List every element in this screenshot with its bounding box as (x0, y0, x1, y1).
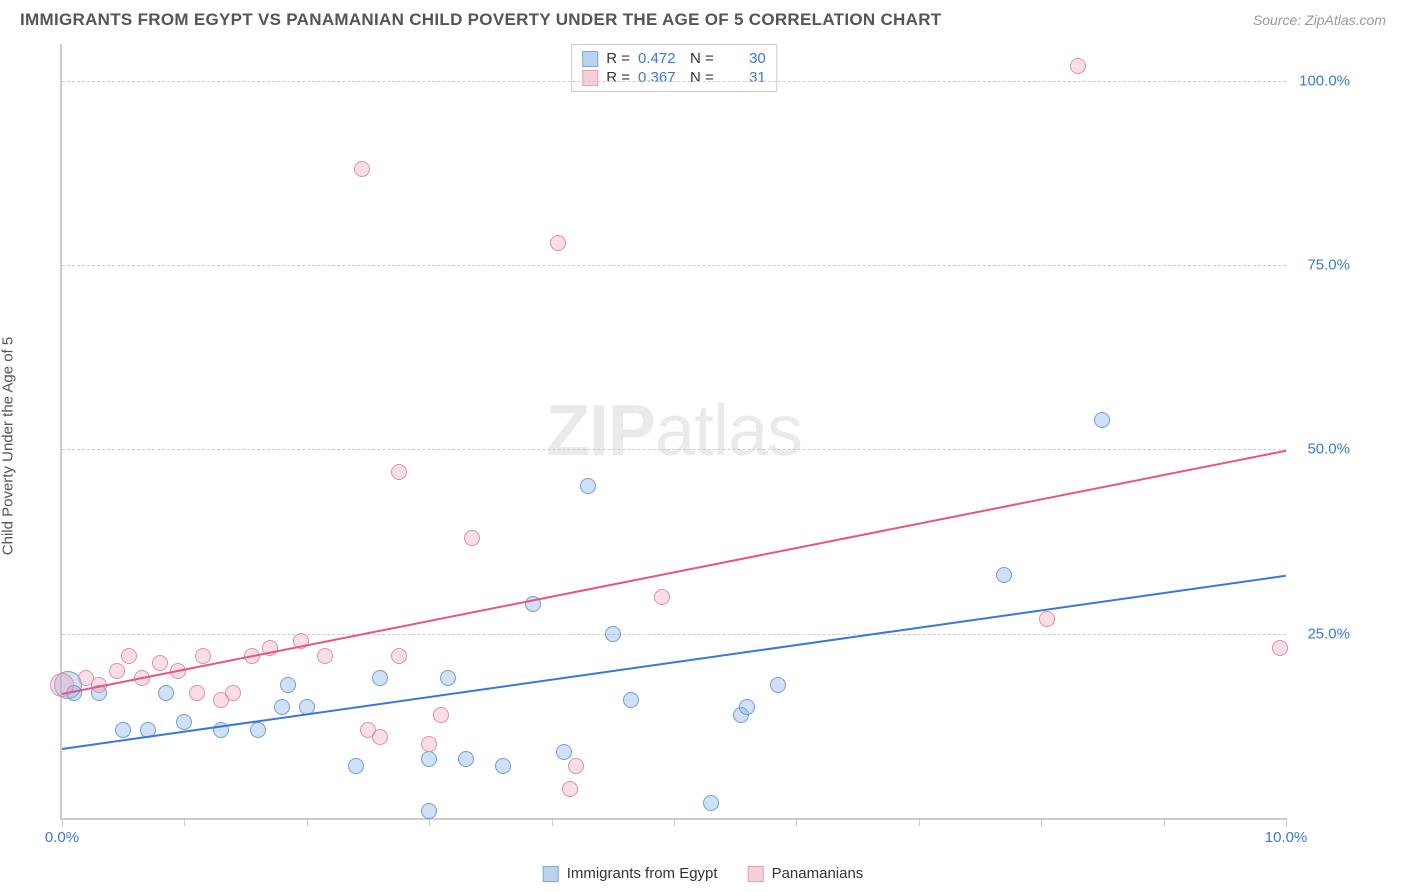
gridline (62, 634, 1286, 635)
panamanians-marker (354, 161, 370, 177)
n-label: N = (690, 69, 714, 86)
n-label: N = (690, 50, 714, 67)
x-tick (919, 818, 920, 826)
egypt-marker (623, 692, 639, 708)
n-value: 31 (722, 69, 766, 86)
egypt-marker (421, 751, 437, 767)
panamanians-marker (121, 648, 137, 664)
source-attribution: Source: ZipAtlas.com (1253, 12, 1386, 28)
panamanians-marker (317, 648, 333, 664)
x-tick-label: 10.0% (1265, 829, 1308, 846)
egypt-marker (440, 670, 456, 686)
egypt-marker (1094, 412, 1110, 428)
panamanians-marker (391, 464, 407, 480)
egypt-marker (372, 670, 388, 686)
egypt-marker (703, 795, 719, 811)
x-tick (796, 818, 797, 826)
legend-label: Immigrants from Egypt (567, 865, 718, 882)
panamanians-marker (550, 235, 566, 251)
egypt-trend-line (62, 575, 1286, 750)
legend-swatch-icon (543, 866, 559, 882)
y-axis-label: Child Poverty Under the Age of 5 (0, 337, 17, 555)
gridline (62, 449, 1286, 450)
panamanians-marker (562, 781, 578, 797)
chart-title: IMMIGRANTS FROM EGYPT VS PANAMANIAN CHIL… (20, 10, 941, 30)
legend-item-panamanians: Panamanians (748, 865, 864, 882)
panamanians-marker (189, 685, 205, 701)
panamanians-marker (654, 589, 670, 605)
egypt-marker (176, 714, 192, 730)
y-tick-label: 50.0% (1307, 441, 1350, 458)
legend-swatch-icon (748, 866, 764, 882)
x-tick (1041, 818, 1042, 826)
panamanians-marker (109, 663, 125, 679)
panamanians-marker (152, 655, 168, 671)
n-value: 30 (722, 50, 766, 67)
legend-item-egypt: Immigrants from Egypt (543, 865, 718, 882)
plot-area: ZIPatlas R =0.472N =30R =0.367N =31 0.0%… (60, 44, 1286, 820)
panamanians-marker (372, 729, 388, 745)
panamanians-marker (568, 758, 584, 774)
r-value: 0.472 (638, 50, 682, 67)
egypt-marker (605, 626, 621, 642)
r-label: R = (606, 69, 630, 86)
x-tick-label: 0.0% (45, 829, 79, 846)
panamanians-marker (1272, 640, 1288, 656)
panamanians-marker (1070, 58, 1086, 74)
legend-swatch-icon (582, 51, 598, 67)
panamanians-marker (195, 648, 211, 664)
y-tick-label: 100.0% (1299, 72, 1350, 89)
panamanians-marker (433, 707, 449, 723)
egypt-marker (274, 699, 290, 715)
egypt-marker (556, 744, 572, 760)
y-tick-label: 75.0% (1307, 257, 1350, 274)
x-tick (1286, 818, 1287, 826)
egypt-marker (770, 677, 786, 693)
x-tick (552, 818, 553, 826)
series-legend: Immigrants from Egypt Panamanians (543, 865, 864, 882)
stats-row-panamanians: R = 0.367 N = 31 (582, 68, 766, 87)
egypt-marker (996, 567, 1012, 583)
egypt-marker (739, 699, 755, 715)
y-tick-label: 25.0% (1307, 625, 1350, 642)
legend-label: Panamanians (772, 865, 864, 882)
x-tick (307, 818, 308, 826)
panamanians-marker (1039, 611, 1055, 627)
x-tick (62, 818, 63, 826)
gridline (62, 81, 1286, 82)
panamanians-marker (391, 648, 407, 664)
egypt-marker (115, 722, 131, 738)
panamanians-marker (464, 530, 480, 546)
egypt-marker (580, 478, 596, 494)
stats-row-egypt: R = 0.472 N = 30 (582, 49, 766, 68)
r-label: R = (606, 50, 630, 67)
panamanians-marker (225, 685, 241, 701)
egypt-marker (250, 722, 266, 738)
x-tick (674, 818, 675, 826)
gridline (62, 265, 1286, 266)
x-tick (429, 818, 430, 826)
egypt-marker (348, 758, 364, 774)
egypt-marker (158, 685, 174, 701)
legend-swatch-icon (582, 70, 598, 86)
panamanians-marker (421, 736, 437, 752)
egypt-marker (421, 803, 437, 819)
egypt-marker (280, 677, 296, 693)
egypt-marker (458, 751, 474, 767)
x-tick (184, 818, 185, 826)
egypt-marker (495, 758, 511, 774)
panamanians-trend-line (62, 449, 1286, 694)
x-tick (1164, 818, 1165, 826)
correlation-stats-legend: R = 0.472 N = 30 R = 0.367 N = 31 (571, 44, 777, 92)
watermark: ZIPatlas (546, 390, 802, 472)
r-value: 0.367 (638, 69, 682, 86)
chart-container: ZIPatlas R =0.472N =30R =0.367N =31 0.0%… (50, 44, 1386, 848)
